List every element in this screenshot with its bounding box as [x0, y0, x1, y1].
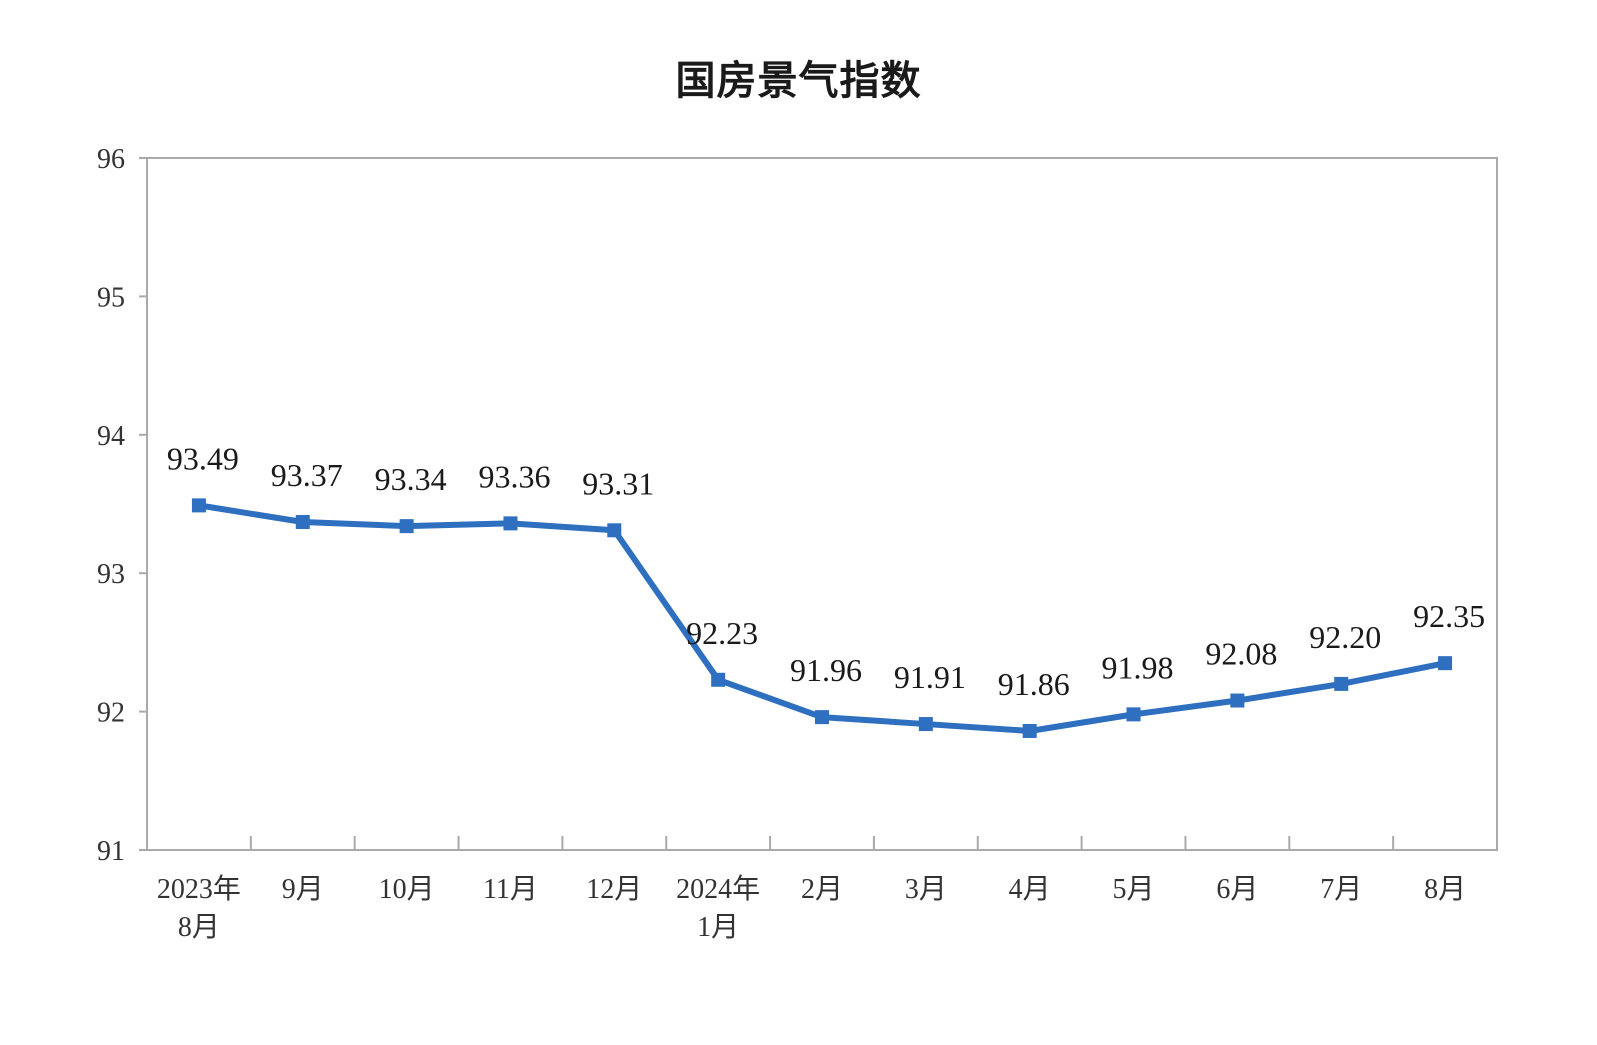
data-label: 91.96: [790, 652, 862, 688]
data-label: 91.91: [894, 659, 966, 695]
plot-frame: [146, 157, 1498, 851]
x-tick-label: 2024年 1月: [676, 873, 760, 943]
x-tick-label: 5月: [1113, 874, 1155, 905]
data-point: [503, 516, 518, 531]
x-tick-label-line: 1月: [697, 912, 739, 943]
x-tick-label: 7月: [1320, 874, 1362, 905]
chart-title: 国房景气指数: [675, 58, 922, 104]
data-point: [399, 519, 414, 534]
data-point: [607, 523, 622, 538]
data-point: [295, 514, 310, 529]
x-tick-label-line: 4月: [1009, 874, 1051, 905]
x-tick-label-line: 5月: [1113, 874, 1155, 905]
data-label: 93.34: [375, 461, 447, 497]
data-point: [815, 710, 829, 725]
data-labels: 93.49 93.37 93.34 93.36 93.31 92.23 91.96 91.91…: [167, 440, 1485, 702]
x-tick-label: 4月: [1009, 874, 1051, 905]
series-index: [191, 498, 1453, 738]
data-point: [1438, 656, 1453, 671]
data-label: 92.35: [1413, 598, 1485, 634]
y-tick-label: 94: [97, 421, 125, 452]
x-tick-label: 12月: [586, 874, 642, 905]
data-point: [711, 672, 726, 687]
x-tick-label: 6月: [1216, 874, 1258, 905]
x-tick-label-line: 8月: [1424, 874, 1466, 905]
data-label: 93.36: [478, 458, 550, 494]
x-tick-label-line: 2023年: [157, 873, 241, 905]
data-point: [918, 717, 933, 732]
data-label: 93.31: [582, 465, 654, 501]
x-axis-ticks: 2023年 8月 9月 10月 11月 12月 2024年 1月 2月 3月 4月 5月 6月 7月 8月: [157, 836, 1466, 943]
x-tick-label: 11月: [483, 874, 538, 905]
data-label: 91.86: [998, 666, 1070, 702]
y-axis-ticks: 91 92 93 94 95 96: [97, 144, 147, 867]
data-label: 93.37: [271, 457, 343, 493]
x-tick-label-line: 3月: [905, 874, 947, 905]
x-tick-label: 2月: [801, 874, 843, 905]
data-point: [1334, 676, 1349, 691]
x-tick-label: 2023年 8月: [157, 873, 241, 943]
x-tick-label-line: 7月: [1320, 874, 1362, 905]
x-tick-label-line: 2月: [801, 874, 843, 905]
y-tick-label: 96: [97, 144, 125, 175]
y-tick-label: 92: [97, 698, 125, 729]
data-point: [1022, 723, 1037, 738]
data-point: [1230, 693, 1245, 708]
series-line: [195, 502, 1449, 734]
x-tick-label-line: 11月: [483, 874, 538, 905]
data-label: 92.23: [686, 615, 758, 651]
x-tick-label-line: 12月: [586, 874, 642, 905]
x-tick-label-line: 9月: [282, 874, 324, 905]
x-tick-label-line: 6月: [1216, 874, 1258, 905]
x-tick-label: 10月: [379, 874, 435, 905]
x-tick-label: 9月: [282, 874, 324, 905]
x-tick-label: 3月: [905, 874, 947, 905]
data-label: 92.08: [1205, 636, 1277, 672]
y-tick-label: 93: [97, 559, 125, 590]
axes: [146, 157, 1498, 851]
x-tick-label: 8月: [1424, 874, 1466, 905]
x-tick-label-line: 8月: [178, 912, 220, 943]
x-tick-label-line: 10月: [379, 874, 435, 905]
y-tick-label: 95: [97, 282, 125, 313]
y-tick-label: 91: [97, 836, 125, 867]
data-label: 93.49: [167, 440, 239, 476]
data-label: 92.20: [1309, 619, 1381, 655]
data-point: [1126, 707, 1141, 722]
data-point: [191, 498, 206, 513]
x-tick-label-line: 2024年: [676, 873, 760, 905]
data-label: 91.98: [1102, 649, 1174, 685]
